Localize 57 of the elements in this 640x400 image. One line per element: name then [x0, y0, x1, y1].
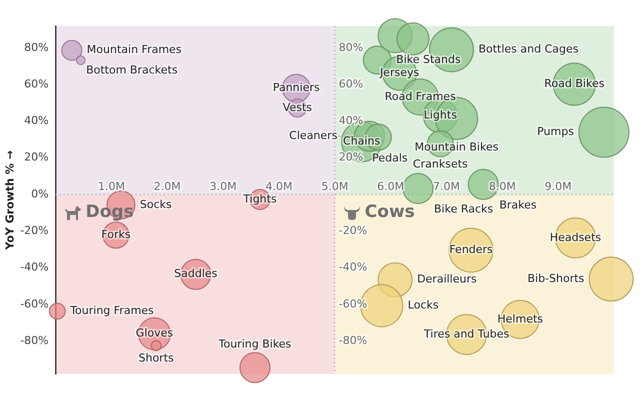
- annotation: Dogs: [86, 202, 134, 222]
- y-axis-title: YoY Growth % →: [3, 150, 16, 251]
- text: -40%: [338, 260, 368, 274]
- annotation: Cranksets: [412, 158, 468, 171]
- annotation: Locks: [408, 298, 439, 312]
- y-tick-label: 80%: [24, 40, 49, 54]
- x-tick-label: 7.0M: [432, 180, 460, 193]
- annotation: Derailleurs: [417, 272, 477, 286]
- annotation: Vests: [282, 100, 312, 114]
- text: -80%: [338, 334, 368, 347]
- annotation: Chains: [343, 134, 380, 148]
- text: 60%: [338, 77, 364, 90]
- x-tick-label: 6.0M: [377, 180, 404, 193]
- annotation: Lights: [424, 108, 458, 122]
- y-tick-label: -80%: [20, 334, 49, 347]
- annotation: Bib-Shorts: [527, 272, 585, 285]
- annotation: Panniers: [272, 81, 320, 94]
- y-tick-label: 60%: [24, 77, 49, 90]
- annotation: Mountain Bikes: [414, 140, 499, 154]
- annotation: Cows: [364, 202, 415, 222]
- x-tick-label: 3.0M: [210, 180, 237, 193]
- annotation: Mountain Frames: [86, 43, 182, 56]
- annotation: Fenders: [449, 243, 494, 256]
- x-tick-label: 5.0M: [321, 180, 348, 193]
- annotation: Road Bikes: [544, 77, 605, 90]
- annotation: Touring Bikes: [218, 337, 292, 350]
- annotation: Bottom Brackets: [86, 63, 178, 76]
- y-tick-label: -60%: [20, 297, 49, 310]
- annotation: Saddles: [174, 267, 218, 280]
- annotation: Headsets: [550, 230, 602, 244]
- annotation: Shorts: [138, 351, 174, 364]
- y-tick-label: -40%: [20, 260, 49, 274]
- annotation: Touring Frames: [69, 304, 154, 318]
- x-tick-label: 4.0M: [265, 180, 292, 193]
- text: -20%: [338, 224, 368, 237]
- annotation: Brakes: [499, 198, 537, 212]
- annotation: Jerseys: [378, 66, 420, 80]
- annotation: Tights: [242, 192, 277, 206]
- y-tick-label: 40%: [24, 114, 49, 128]
- annotation: Helmets: [497, 312, 544, 326]
- annotation: Socks: [140, 198, 172, 211]
- annotation: Forks: [101, 228, 131, 242]
- annotation: Pumps: [537, 125, 574, 138]
- x-tick-label: 2.0M: [154, 180, 181, 193]
- annotation: Pedals: [372, 151, 408, 164]
- y-tick-label: 0%: [31, 187, 49, 200]
- x-tick-label: 9.0M: [544, 180, 572, 193]
- y-tick-label: 20%: [24, 150, 49, 164]
- text: 80%: [338, 40, 364, 54]
- annotation: Cleaners: [289, 129, 338, 142]
- annotation: Bottles and Cages: [478, 42, 579, 56]
- x-tick-label: 1.0M: [98, 180, 125, 193]
- annotation: Gloves: [136, 326, 174, 340]
- y-tick-label: -20%: [20, 224, 49, 237]
- annotation: Bike Racks: [434, 202, 494, 216]
- annotation: Bike Stands: [396, 52, 461, 66]
- text: 40%: [338, 114, 364, 128]
